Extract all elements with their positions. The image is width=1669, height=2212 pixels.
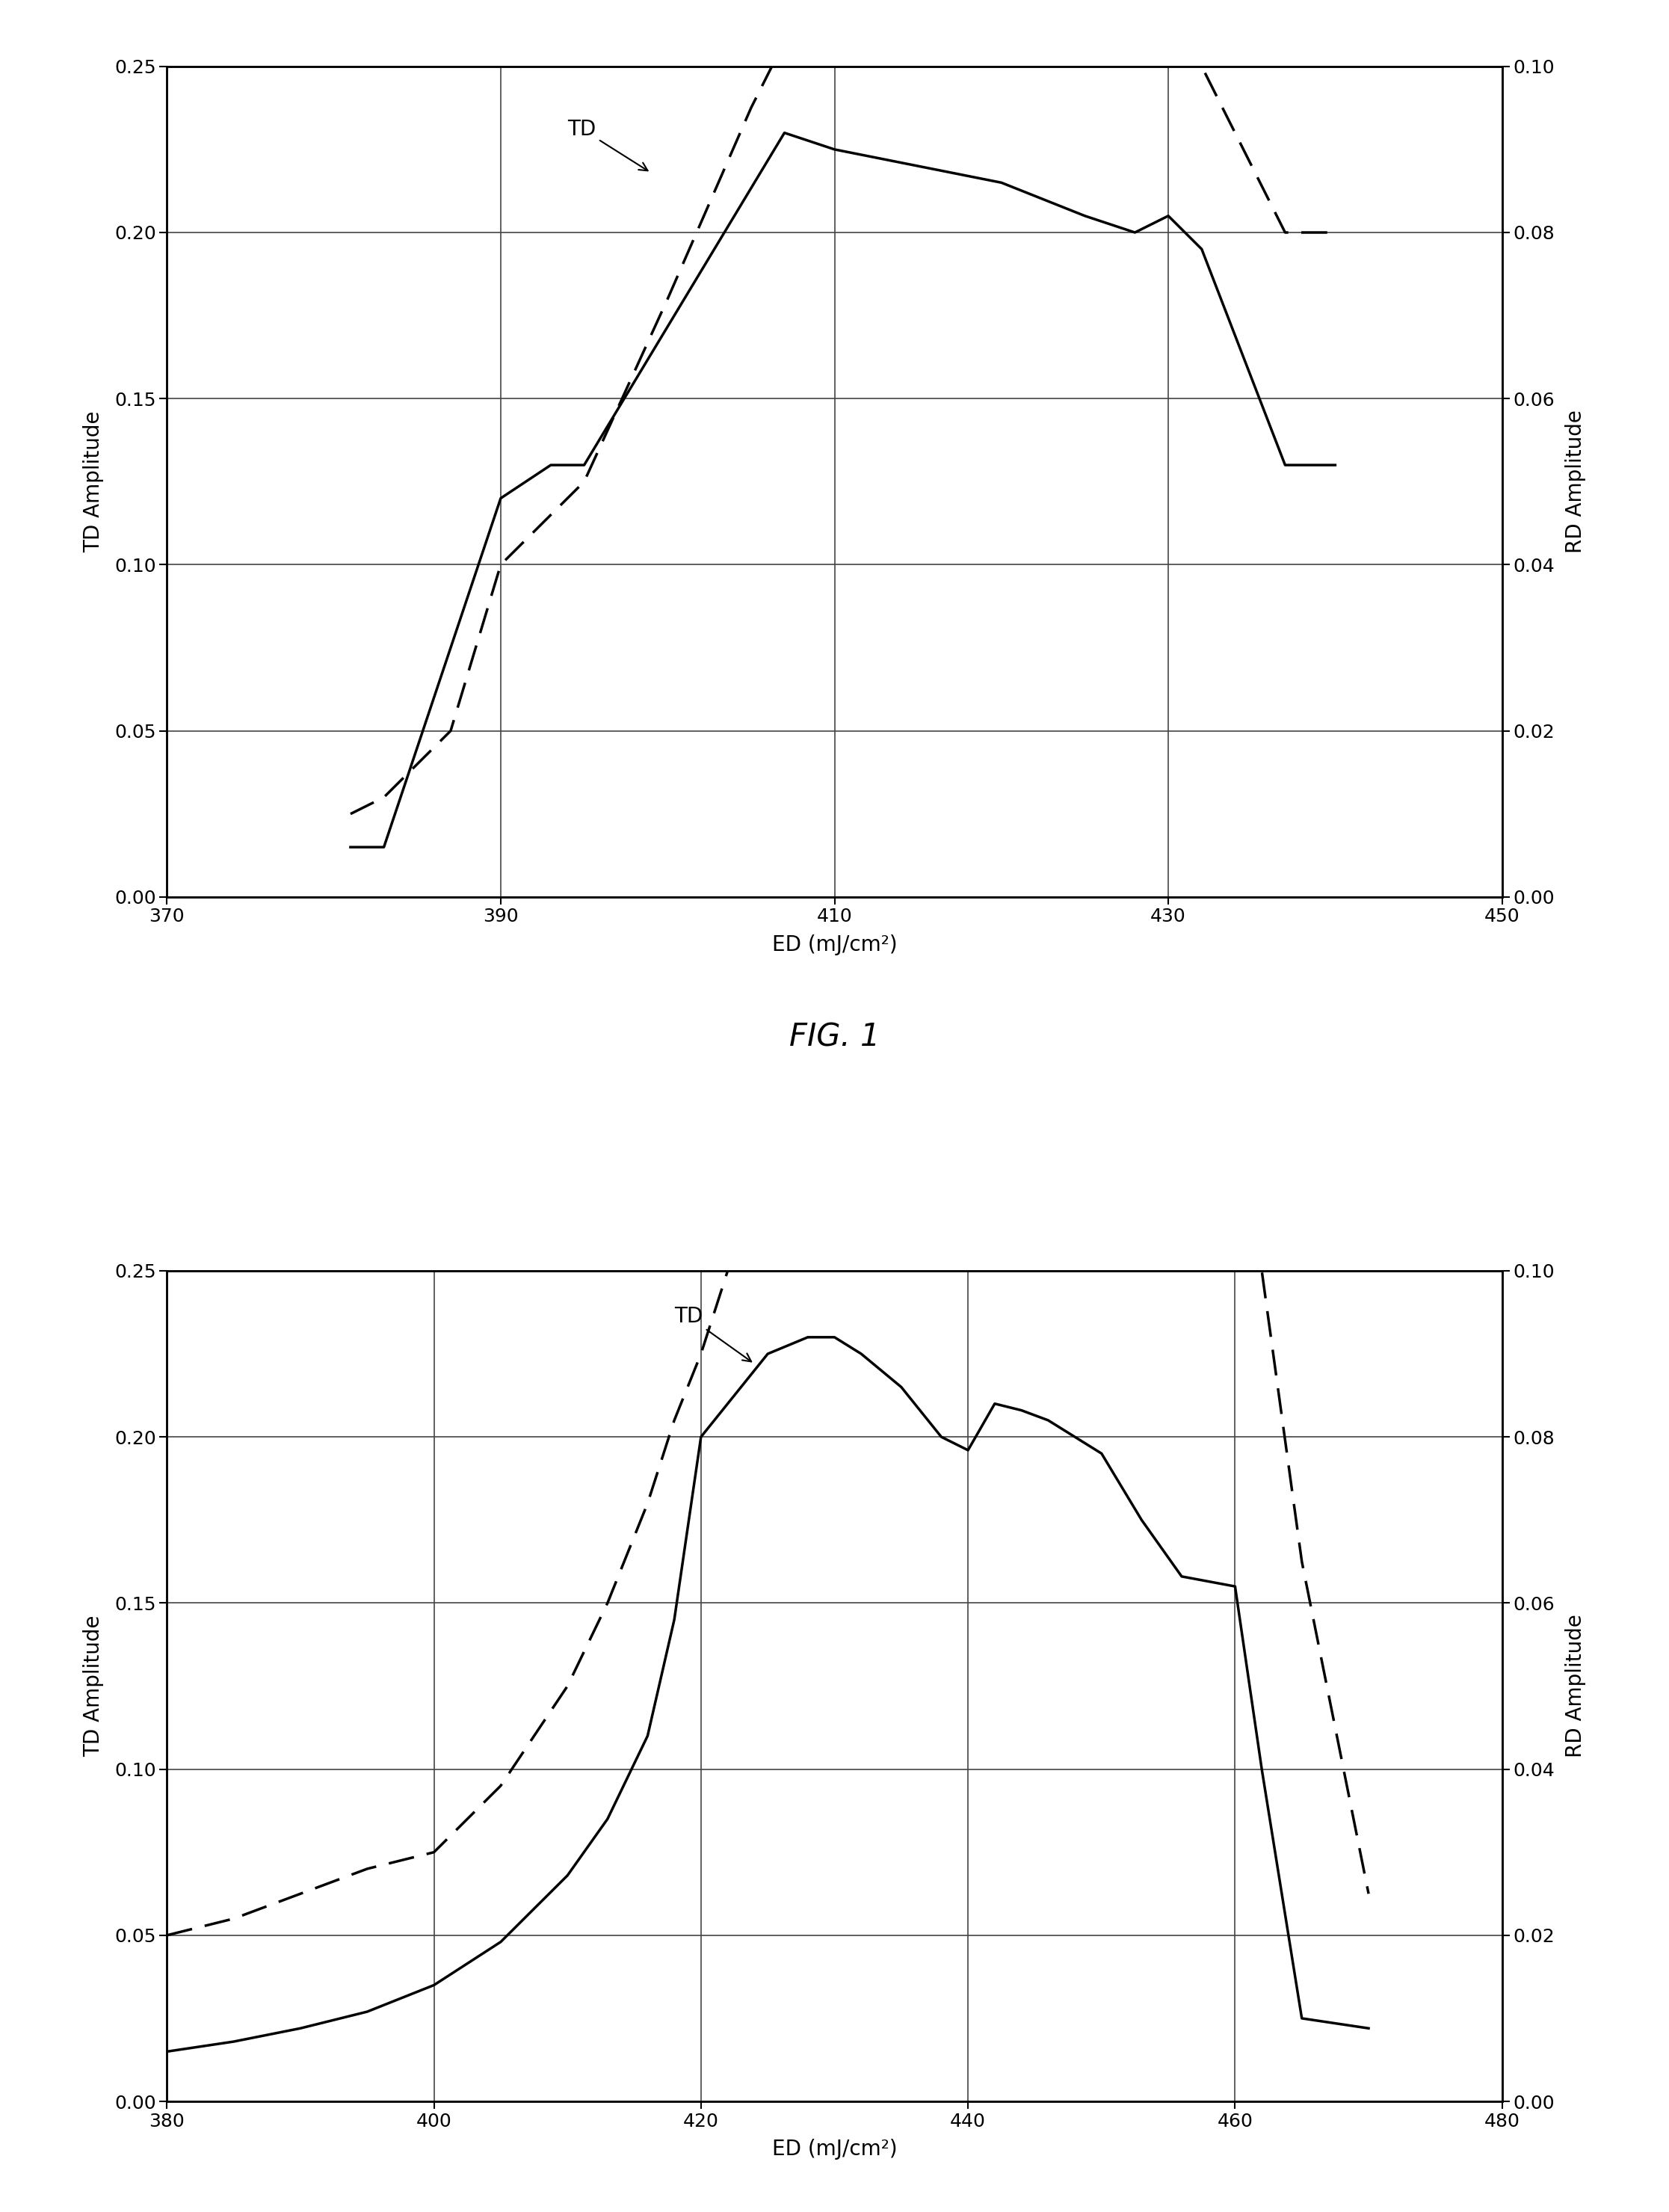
Y-axis label: RD Amplitude: RD Amplitude (1566, 1615, 1586, 1759)
Text: TD: TD (567, 119, 648, 170)
X-axis label: ED (mJ/cm²): ED (mJ/cm²) (771, 2139, 898, 2159)
Y-axis label: RD Amplitude: RD Amplitude (1566, 409, 1586, 553)
Text: FIG. 1: FIG. 1 (789, 1022, 880, 1053)
Y-axis label: TD Amplitude: TD Amplitude (83, 1615, 103, 1756)
X-axis label: ED (mJ/cm²): ED (mJ/cm²) (771, 933, 898, 956)
Y-axis label: TD Amplitude: TD Amplitude (83, 411, 103, 553)
Text: TD: TD (674, 1307, 751, 1363)
